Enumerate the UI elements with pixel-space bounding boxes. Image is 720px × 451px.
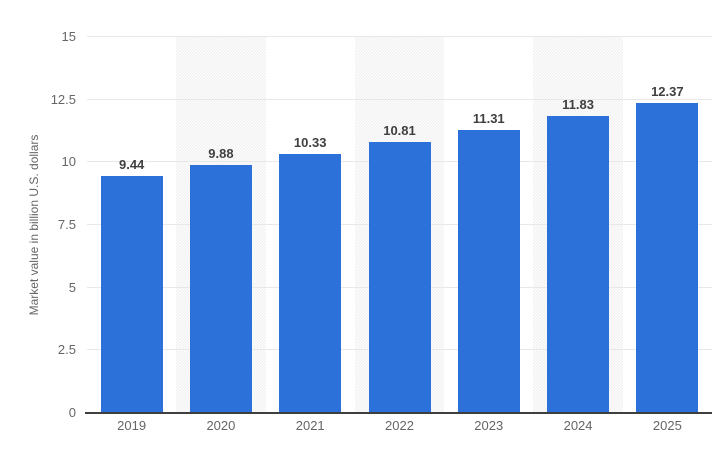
bar-2019[interactable] [100, 176, 163, 413]
bar-value-label: 12.37 [651, 83, 684, 99]
gridline [87, 36, 712, 37]
bar-2024[interactable] [547, 116, 610, 413]
y-tick-label: 2.5 [57, 342, 76, 358]
x-tick-label: 2024 [563, 418, 593, 433]
bar-2025[interactable] [636, 102, 699, 413]
plot-area: 9.44 9.88 10.33 10.81 11.31 11.83 12.37 [85, 36, 712, 414]
x-axis-labels: 2019 2020 2021 2022 2023 2024 2025 [87, 418, 712, 438]
y-tick-label: 10 [61, 154, 76, 170]
bar-value-label: 9.88 [208, 146, 234, 162]
y-tick-label: 5 [68, 279, 76, 295]
x-tick-label: 2021 [295, 418, 325, 433]
bar-2020[interactable] [189, 165, 252, 413]
bar-value-label: 9.44 [118, 157, 145, 173]
gridline [87, 98, 712, 100]
x-tick-label: 2022 [385, 418, 414, 433]
y-tick-label: 15 [61, 29, 76, 44]
bar-value-label: 11.83 [562, 97, 594, 113]
x-tick-label: 2020 [206, 418, 236, 433]
x-tick-label: 2025 [652, 418, 682, 433]
x-tick-label: 2023 [474, 418, 504, 433]
y-tick-label: 7.5 [57, 217, 76, 232]
bar-value-label: 10.81 [383, 123, 416, 139]
bar-2022[interactable] [368, 142, 431, 413]
y-axis-ticks: 0 2.5 5 7.5 10 12.5 15 [0, 30, 76, 420]
y-tick-label: 12.5 [50, 91, 76, 107]
x-tick-label: 2019 [117, 418, 147, 433]
bar-value-label: 10.33 [293, 135, 327, 151]
bar-value-label: 11.31 [472, 110, 505, 126]
x-axis-line [85, 412, 712, 414]
y-tick-label: 0 [68, 405, 76, 420]
bar-2021[interactable] [279, 154, 342, 413]
bar-2023[interactable] [457, 129, 520, 413]
